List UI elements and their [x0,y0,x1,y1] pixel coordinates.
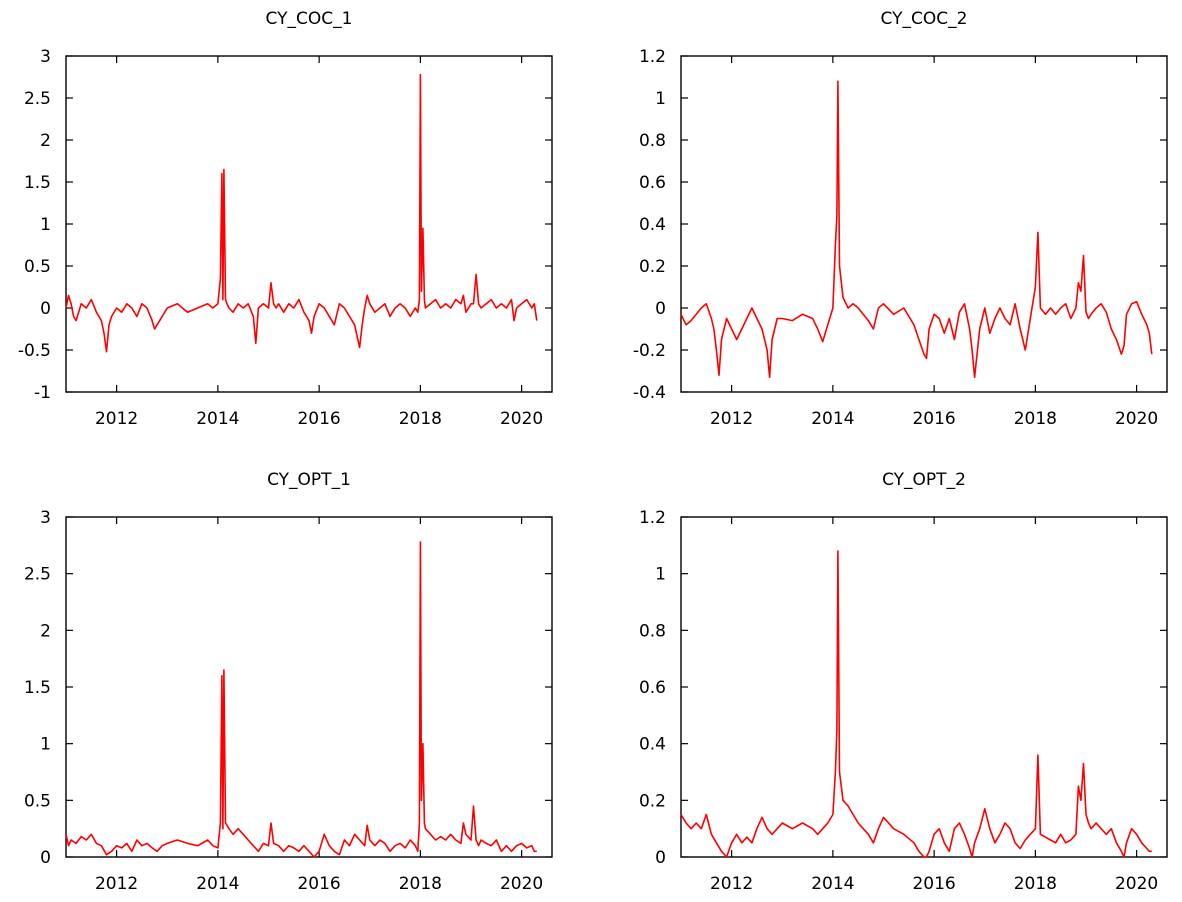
y-tick-label: 2 [40,621,51,641]
y-tick-label: 1.5 [24,678,51,698]
x-tick-label: 2016 [297,874,340,894]
y-tick-label: 2.5 [24,565,51,585]
y-tick-label: 2.5 [24,89,51,109]
x-tick-label: 2012 [95,409,138,429]
panel-title: CY_OPT_1 [267,470,351,490]
x-tick-label: 2012 [710,874,753,894]
x-tick-label: 2020 [1115,874,1158,894]
x-tick-label: 2012 [710,409,753,429]
panel-cy-coc-1: CY_COC_1 -1 -0.5 0 0.5 1 1.5 2 2.5 3 2012 2014 2016… [18,9,553,429]
x-tick-label: 2016 [912,874,955,894]
panel-title: CY_COC_2 [881,9,968,29]
y-tick-label: -0.5 [18,341,51,361]
y-tick-label: 0.5 [24,791,51,811]
y-tick-label: 0.5 [24,257,51,277]
plot-frame [680,516,1168,858]
x-tick-label: 2014 [811,409,854,429]
x-tick-label: 2018 [1014,874,1057,894]
y-tick-label: 3 [40,47,51,67]
y-tick-label: 1.2 [639,47,666,67]
y-tick-label: -0.4 [633,383,666,403]
y-tick-label: -0.2 [633,341,666,361]
y-tick-label: 0.6 [639,678,666,698]
y-tick-label: -1 [34,383,51,403]
x-tick-label: 2016 [912,409,955,429]
panel-title: CY_COC_1 [266,9,353,29]
y-tick-label: 3 [40,508,51,528]
y-tick-label: 0.6 [639,173,666,193]
y-tick-label: 1.5 [24,173,51,193]
series-line [680,80,1153,379]
series-line [65,73,538,353]
y-tick-label: 0.8 [639,621,666,641]
y-tick-label: 1 [40,215,51,235]
y-tick-label: 2 [40,131,51,151]
plot-frame [680,55,1168,393]
y-tick-label: 1 [655,565,666,585]
series-line [680,550,1152,858]
plot-frame [65,55,553,393]
panel-cy-coc-2: CY_COC_2 -0.4 -0.2 0 0.2 0.4 0.6 0.8 1 1.2 2012 20… [633,9,1168,429]
y-tick-label: 0 [40,299,51,319]
y-tick-label: 0 [655,848,666,868]
y-tick-label: 0.4 [639,735,666,755]
y-tick-label: 0 [40,848,51,868]
plot-frame [65,516,553,858]
y-tick-label: 0.2 [639,257,666,277]
x-tick-label: 2014 [811,874,854,894]
x-tick-label: 2018 [399,409,442,429]
y-tick-label: 0.8 [639,131,666,151]
panel-title: CY_OPT_2 [882,470,966,490]
x-tick-label: 2018 [399,874,442,894]
x-tick-label: 2020 [500,874,543,894]
series-line [65,541,537,858]
x-tick-label: 2018 [1014,409,1057,429]
y-tick-label: 1.2 [639,508,666,528]
panel-cy-opt-1: CY_OPT_1 0 0.5 1 1.5 2 2.5 3 2012 2014 2016 2018 20… [24,470,553,894]
x-tick-label: 2020 [500,409,543,429]
x-tick-label: 2012 [95,874,138,894]
x-tick-label: 2014 [196,874,239,894]
y-tick-label: 0.4 [639,215,666,235]
y-tick-label: 1 [40,735,51,755]
y-tick-label: 0 [655,299,666,319]
x-tick-label: 2016 [297,409,340,429]
y-tick-label: 0.2 [639,791,666,811]
x-tick-label: 2014 [196,409,239,429]
panel-cy-opt-2: CY_OPT_2 0 0.2 0.4 0.6 0.8 1 1.2 2012 2014 2016 20… [639,470,1168,894]
y-tick-label: 1 [655,89,666,109]
x-tick-label: 2020 [1115,409,1158,429]
